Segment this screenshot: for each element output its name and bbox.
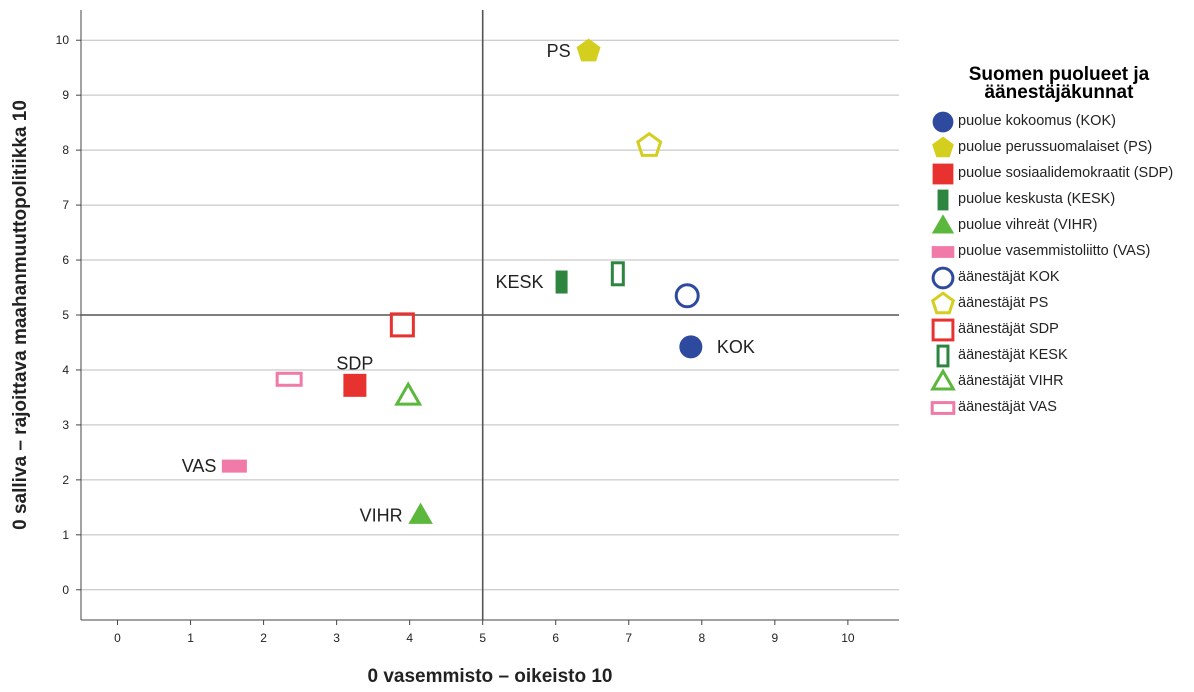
legend-marker-shape <box>931 266 955 290</box>
legend-label: äänestäjät PS <box>958 295 1049 311</box>
legend-marker-shape <box>930 401 956 415</box>
legend-marker-shape <box>932 111 954 133</box>
point-label: SDP <box>336 353 373 373</box>
legend-marker <box>928 214 958 238</box>
legend-label: äänestäjät KOK <box>958 269 1060 285</box>
x-tick-label: 8 <box>698 631 705 645</box>
legend-label: puolue kokoomus (KOK) <box>958 113 1116 129</box>
y-tick-label: 6 <box>62 253 69 267</box>
legend-label: puolue sosiaalidemokraatit (SDP) <box>958 165 1174 181</box>
legend-item: puolue sosiaalidemokraatit (SDP) <box>928 162 1190 186</box>
legend-marker-shape <box>932 136 954 158</box>
legend-marker <box>928 318 958 342</box>
legend-item: äänestäjät KESK <box>928 344 1190 368</box>
legend-label: puolue keskusta (KESK) <box>958 191 1116 207</box>
legend-marker <box>928 396 958 420</box>
x-tick-label: 0 <box>114 631 121 645</box>
legend-marker <box>928 136 958 160</box>
x-tick-label: 9 <box>771 631 778 645</box>
party-point-4 <box>408 502 433 524</box>
legend-marker <box>928 266 958 290</box>
legend-marker-shape <box>936 344 950 368</box>
legend-marker-shape <box>932 163 954 185</box>
x-tick-label: 7 <box>625 631 632 645</box>
y-tick-label: 9 <box>62 88 69 102</box>
party-point-2 <box>343 373 367 397</box>
x-tick-label: 5 <box>479 631 486 645</box>
legend-marker <box>928 162 958 186</box>
y-axis-title: 0 salliva – rajoittava maahanmuuttopolit… <box>10 100 31 530</box>
y-tick-label: 8 <box>62 143 69 157</box>
legend-item: äänestäjät KOK <box>928 266 1190 290</box>
voters-point-6 <box>674 283 700 309</box>
legend-label: puolue vasemmistoliitto (VAS) <box>958 243 1151 259</box>
legend-marker-shape <box>930 291 956 315</box>
y-tick-label: 4 <box>62 363 69 377</box>
legend-marker-shape <box>931 246 955 258</box>
legend-marker-shape <box>931 214 955 234</box>
x-tick-label: 10 <box>841 631 855 645</box>
legend-label: äänestäjät VAS <box>958 399 1057 415</box>
legend-marker-shape <box>937 189 949 211</box>
legend-item: puolue kokoomus (KOK) <box>928 110 1190 134</box>
point-label: KESK <box>496 272 544 292</box>
legend: Suomen puolueet ja äänestäjäkunnat puolu… <box>928 64 1190 422</box>
legend-label: äänestäjät SDP <box>958 321 1059 337</box>
x-tick-label: 3 <box>333 631 340 645</box>
point-label: PS <box>547 41 571 61</box>
y-tick-label: 7 <box>62 198 69 212</box>
legend-label: puolue vihreät (VIHR) <box>958 217 1098 233</box>
legend-item: puolue keskusta (KESK) <box>928 188 1190 212</box>
legend-item: äänestäjät PS <box>928 291 1190 316</box>
legend-label: äänestäjät VIHR <box>958 373 1064 389</box>
legend-label: puolue perussuomalaiset (PS) <box>958 139 1153 155</box>
legend-item: puolue vihreät (VIHR) <box>928 214 1190 238</box>
legend-marker <box>928 188 958 212</box>
legend-items: puolue kokoomus (KOK) puolue perussuomala… <box>928 110 1190 420</box>
legend-label: äänestäjät KESK <box>958 347 1068 363</box>
x-tick-label: 2 <box>260 631 267 645</box>
point-label: VIHR <box>360 506 403 526</box>
voters-point-11 <box>275 371 303 387</box>
y-tick-label: 5 <box>62 308 69 322</box>
x-tick-label: 6 <box>552 631 559 645</box>
legend-marker <box>928 110 958 134</box>
point-label: KOK <box>717 337 755 357</box>
legend-marker <box>928 240 958 264</box>
voters-point-8 <box>389 312 415 338</box>
party-point-1 <box>576 38 601 62</box>
point-label: VAS <box>182 456 217 476</box>
party-point-5 <box>221 459 247 473</box>
legend-title: Suomen puolueet ja äänestäjäkunnat <box>968 64 1150 103</box>
legend-item: puolue perussuomalaiset (PS) <box>928 136 1190 160</box>
legend-marker-shape <box>931 318 955 342</box>
x-tick-label: 1 <box>187 631 194 645</box>
legend-item: äänestäjät VIHR <box>928 368 1190 394</box>
voters-point-7 <box>636 131 663 157</box>
legend-item: äänestäjät SDP <box>928 318 1190 342</box>
legend-marker <box>928 291 958 316</box>
y-tick-label: 3 <box>62 418 69 432</box>
party-point-3 <box>555 270 568 294</box>
legend-marker-shape <box>930 368 956 391</box>
legend-item: puolue vasemmistoliitto (VAS) <box>928 240 1190 264</box>
x-tick-label: 4 <box>406 631 413 645</box>
voters-point-9 <box>610 261 625 287</box>
voters-point-10 <box>394 381 423 406</box>
legend-marker <box>928 368 958 394</box>
y-tick-label: 0 <box>62 583 69 597</box>
party-point-0 <box>679 335 703 359</box>
x-axis-title: 0 vasemmisto – oikeisto 10 <box>367 666 612 687</box>
legend-marker <box>928 344 958 368</box>
y-tick-label: 2 <box>62 473 69 487</box>
y-tick-label: 10 <box>56 33 70 47</box>
y-tick-label: 1 <box>62 528 69 542</box>
legend-item: äänestäjät VAS <box>928 396 1190 420</box>
